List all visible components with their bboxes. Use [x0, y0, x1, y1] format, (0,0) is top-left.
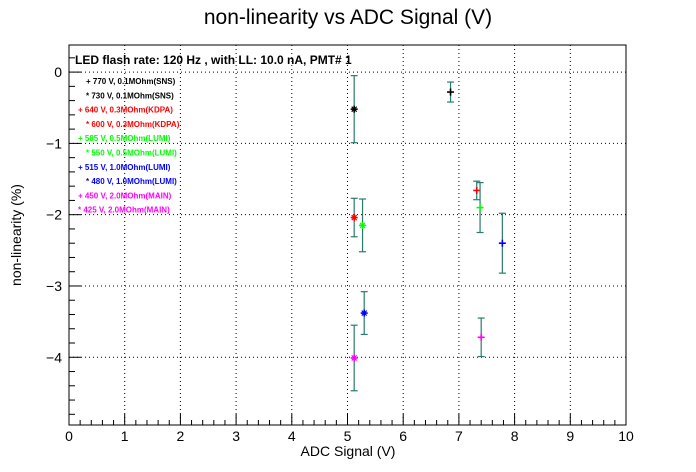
legend-entry: * 480 V, 1.0MOhm(LUMI) [86, 177, 177, 186]
grid-lines [69, 45, 626, 425]
y-tick-label: −2 [46, 207, 62, 223]
x-tick-label: 10 [618, 428, 634, 444]
data-point [350, 324, 358, 392]
legend-entry: + 450 V, 2.0MOhm(MAIN) [78, 191, 172, 200]
x-tick-label: 2 [177, 428, 185, 444]
x-tick-label: 7 [455, 428, 463, 444]
x-tick-label: 1 [121, 428, 129, 444]
data-point [350, 75, 358, 144]
legend-entry: + 770 V, 0.1MOhm(SNS) [86, 77, 176, 86]
legend-entry: + 585 V, 0.5MOhm(LUMI) [78, 134, 171, 143]
data-point [360, 291, 368, 336]
header-text: LED flash rate: 120 Hz , with LL: 10.0 n… [75, 53, 352, 67]
y-tick-label: −1 [46, 135, 62, 151]
y-tick-label: −3 [46, 278, 62, 294]
data-point [476, 181, 484, 234]
legend-entry: * 425 V, 2.0MOhm(MAIN) [78, 206, 170, 215]
legend-entry: * 550 V, 0.5MOhm(LUMI) [86, 149, 177, 158]
x-tick-label: 9 [566, 428, 574, 444]
legend: + 770 V, 0.1MOhm(SNS) * 730 V, 0.1MOhm(SN… [78, 77, 180, 215]
data-point [359, 198, 367, 253]
data-point [477, 317, 485, 358]
marker-diag [351, 214, 358, 221]
data-point [473, 180, 481, 201]
x-tick-label: 4 [288, 428, 296, 444]
legend-entry: * 600 V, 0.3MOhm(KDPA) [86, 120, 180, 129]
marker-diag [351, 355, 358, 361]
marker-diag [351, 106, 358, 113]
x-tick-label: 6 [399, 428, 407, 444]
legend-entry: * 730 V, 0.1MOhm(SNS) [86, 91, 174, 100]
marker-diag [359, 222, 366, 229]
data-point [498, 212, 506, 274]
data-point [350, 197, 358, 238]
data-points [350, 75, 506, 392]
y-tick-label: −4 [46, 349, 62, 365]
data-point [447, 81, 455, 103]
marker-diag [361, 310, 368, 316]
y-tick-label: 0 [54, 64, 62, 80]
legend-entry: + 640 V, 0.3MOhm(KDPA) [78, 106, 173, 115]
legend-entry: + 515 V, 1.0MOhm(LUMI) [78, 163, 171, 172]
x-tick-label: 5 [344, 428, 352, 444]
y-axis-title: non-linearity (%) [8, 184, 24, 286]
x-tick-label: 3 [232, 428, 240, 444]
chart-title: non-linearity vs ADC Signal (V) [204, 6, 492, 29]
x-axis-title: ADC Signal (V) [301, 443, 396, 459]
axes: 0 1 2 3 4 5 6 7 8 9 10 0 −1 −2 −3 −4 [46, 57, 634, 444]
x-tick-label: 0 [65, 428, 73, 444]
x-tick-label: 8 [511, 428, 519, 444]
